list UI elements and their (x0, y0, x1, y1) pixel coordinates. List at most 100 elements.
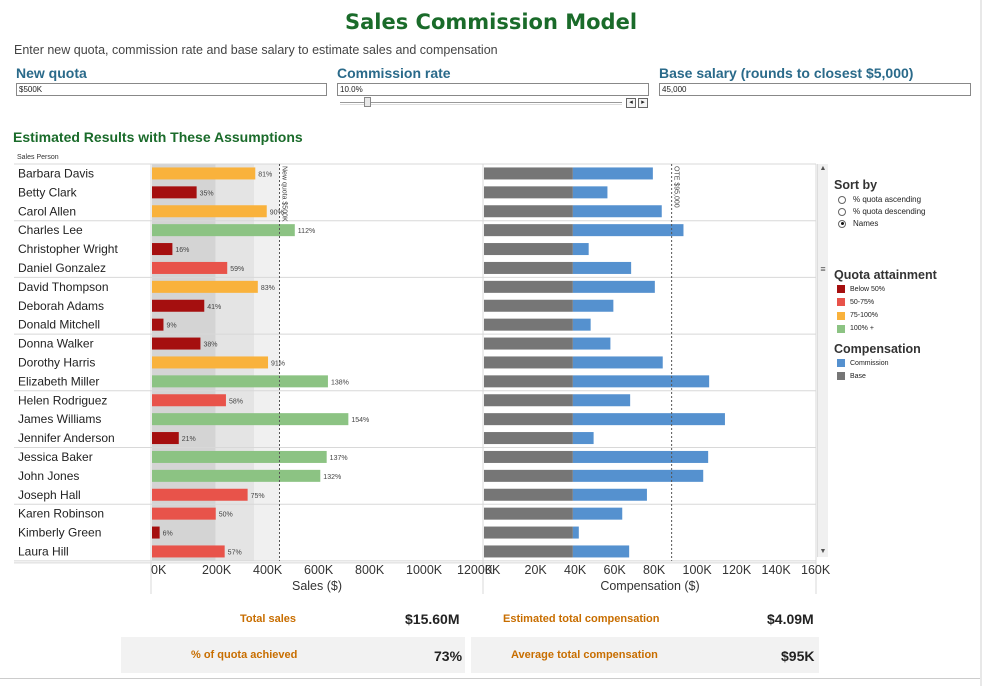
legend-item[interactable]: Below 50% (837, 285, 885, 293)
sales-tick-label: 1000K (406, 563, 443, 577)
avg-comp-box (471, 637, 819, 673)
sort-option-label: % quota ascending (853, 195, 922, 204)
sales-tick-label: 600K (304, 563, 334, 577)
sales-bar-label: 9% (166, 323, 176, 330)
sales-person-name: Jennifer Anderson (18, 431, 115, 445)
sales-person-name: Helen Rodriguez (18, 393, 107, 407)
legend-swatch (837, 359, 845, 367)
base-bar (484, 167, 573, 180)
comp-legend-title: Compensation (834, 342, 921, 356)
sales-bar-label: 16% (175, 247, 189, 254)
base-bar (484, 337, 573, 350)
avg-comp-value: $95K (781, 648, 815, 664)
sales-bar (152, 469, 321, 482)
sales-bar-label: 81% (258, 171, 272, 178)
radio-icon[interactable] (838, 207, 846, 216)
sort-option[interactable]: % quota ascending (838, 195, 921, 204)
base-bar (484, 413, 573, 426)
base-input[interactable]: 45,000 (659, 83, 971, 96)
sales-person-name: Betty Clark (18, 185, 78, 199)
sales-bar (152, 261, 228, 274)
sales-bar-label: 137% (330, 455, 348, 462)
quota-input[interactable]: $500K (16, 83, 327, 96)
sales-bar (152, 394, 226, 407)
scroll-down-icon[interactable]: ▼ (819, 548, 827, 555)
commission-bar (572, 450, 709, 463)
sales-bar-label: 138% (331, 379, 349, 386)
base-bar (484, 299, 573, 312)
sales-bar (152, 224, 295, 237)
chart-scrollbar[interactable]: ▲ ≡ ▼ (817, 164, 828, 557)
sales-person-name: Donald Mitchell (18, 318, 100, 332)
sales-tick-label: 400K (253, 563, 283, 577)
sales-person-name: David Thompson (18, 280, 109, 294)
sales-person-name: Deborah Adams (18, 299, 104, 313)
sales-person-name: Dorothy Harris (18, 355, 95, 369)
commission-bar (572, 280, 655, 293)
comp-tick-label: 20K (525, 563, 548, 577)
sales-bar-label: 50% (219, 512, 233, 519)
radio-icon[interactable] (838, 195, 846, 204)
sales-bar (152, 450, 327, 463)
base-bar (484, 526, 573, 539)
sales-tick-label: 0K (151, 563, 167, 577)
comp-tick-label: 100K (683, 563, 713, 577)
total-sales-value: $15.60M (405, 611, 460, 627)
legend-label: 50-75% (850, 298, 875, 306)
legend-swatch (837, 372, 845, 381)
sales-bar-label: 58% (229, 398, 243, 405)
bottom-divider (0, 678, 982, 679)
rate-increment-button[interactable]: ▸ (638, 98, 648, 108)
page-subtitle: Enter new quota, commission rate and bas… (14, 43, 498, 57)
rate-slider-thumb[interactable] (364, 97, 371, 107)
comp-tick-label: 40K (564, 563, 587, 577)
sales-bar (152, 526, 160, 539)
base-bar (484, 394, 573, 407)
sales-bar-label: 57% (228, 549, 242, 556)
commission-bar (572, 469, 704, 482)
base-bar (484, 488, 573, 501)
legend-swatch (837, 311, 845, 320)
quota-legend-title: Quota attainment (834, 268, 937, 282)
sales-person-name: Daniel Gonzalez (18, 261, 106, 275)
total-sales-label: Total sales (240, 613, 297, 625)
sales-bar (152, 413, 349, 426)
rate-decrement-button[interactable]: ◂ (626, 98, 636, 108)
comp-tick-label: 0K (485, 563, 501, 577)
rate-label: Commission rate (337, 65, 451, 81)
sort-option[interactable]: Names (838, 219, 878, 228)
legend-swatch (837, 298, 845, 307)
base-bar (484, 243, 573, 256)
legend-item[interactable]: Base (837, 372, 866, 381)
sales-bar-label: 35% (200, 190, 214, 197)
sales-bar-label: 90% (270, 209, 284, 216)
sales-bar (152, 507, 216, 520)
rate-input[interactable]: 10.0% (337, 83, 649, 96)
commission-bar (572, 224, 684, 237)
rate-slider[interactable] (340, 102, 622, 105)
sales-person-name: Karen Robinson (18, 507, 104, 521)
sales-axis-title: Sales ($) (292, 579, 342, 593)
scroll-grip-icon[interactable]: ≡ (820, 264, 826, 274)
commission-bar (572, 243, 589, 256)
sort-option[interactable]: % quota descending (838, 207, 926, 216)
comp-axis-title: Compensation ($) (600, 579, 699, 593)
base-bar (484, 469, 573, 482)
sales-tick-label: 1200K (457, 563, 494, 577)
legend-item[interactable]: 100% + (837, 324, 874, 333)
scroll-up-icon[interactable]: ▲ (819, 165, 827, 172)
base-bar (484, 507, 573, 520)
commission-bar (572, 507, 623, 520)
legend-item[interactable]: 50-75% (837, 298, 875, 307)
legend-label: 100% + (850, 325, 874, 333)
legend-item[interactable]: 75-100% (837, 311, 878, 320)
legend-swatch (837, 285, 845, 293)
sales-bar-label: 154% (351, 417, 369, 424)
sales-bar (152, 186, 197, 199)
radio-icon[interactable] (838, 219, 846, 228)
sales-person-name: James Williams (18, 412, 101, 426)
ote-reference-label: OTE $95,000 (673, 166, 680, 208)
legend-item[interactable]: Commission (837, 359, 889, 367)
legend-swatch (837, 324, 845, 333)
sales-bar (152, 356, 269, 369)
